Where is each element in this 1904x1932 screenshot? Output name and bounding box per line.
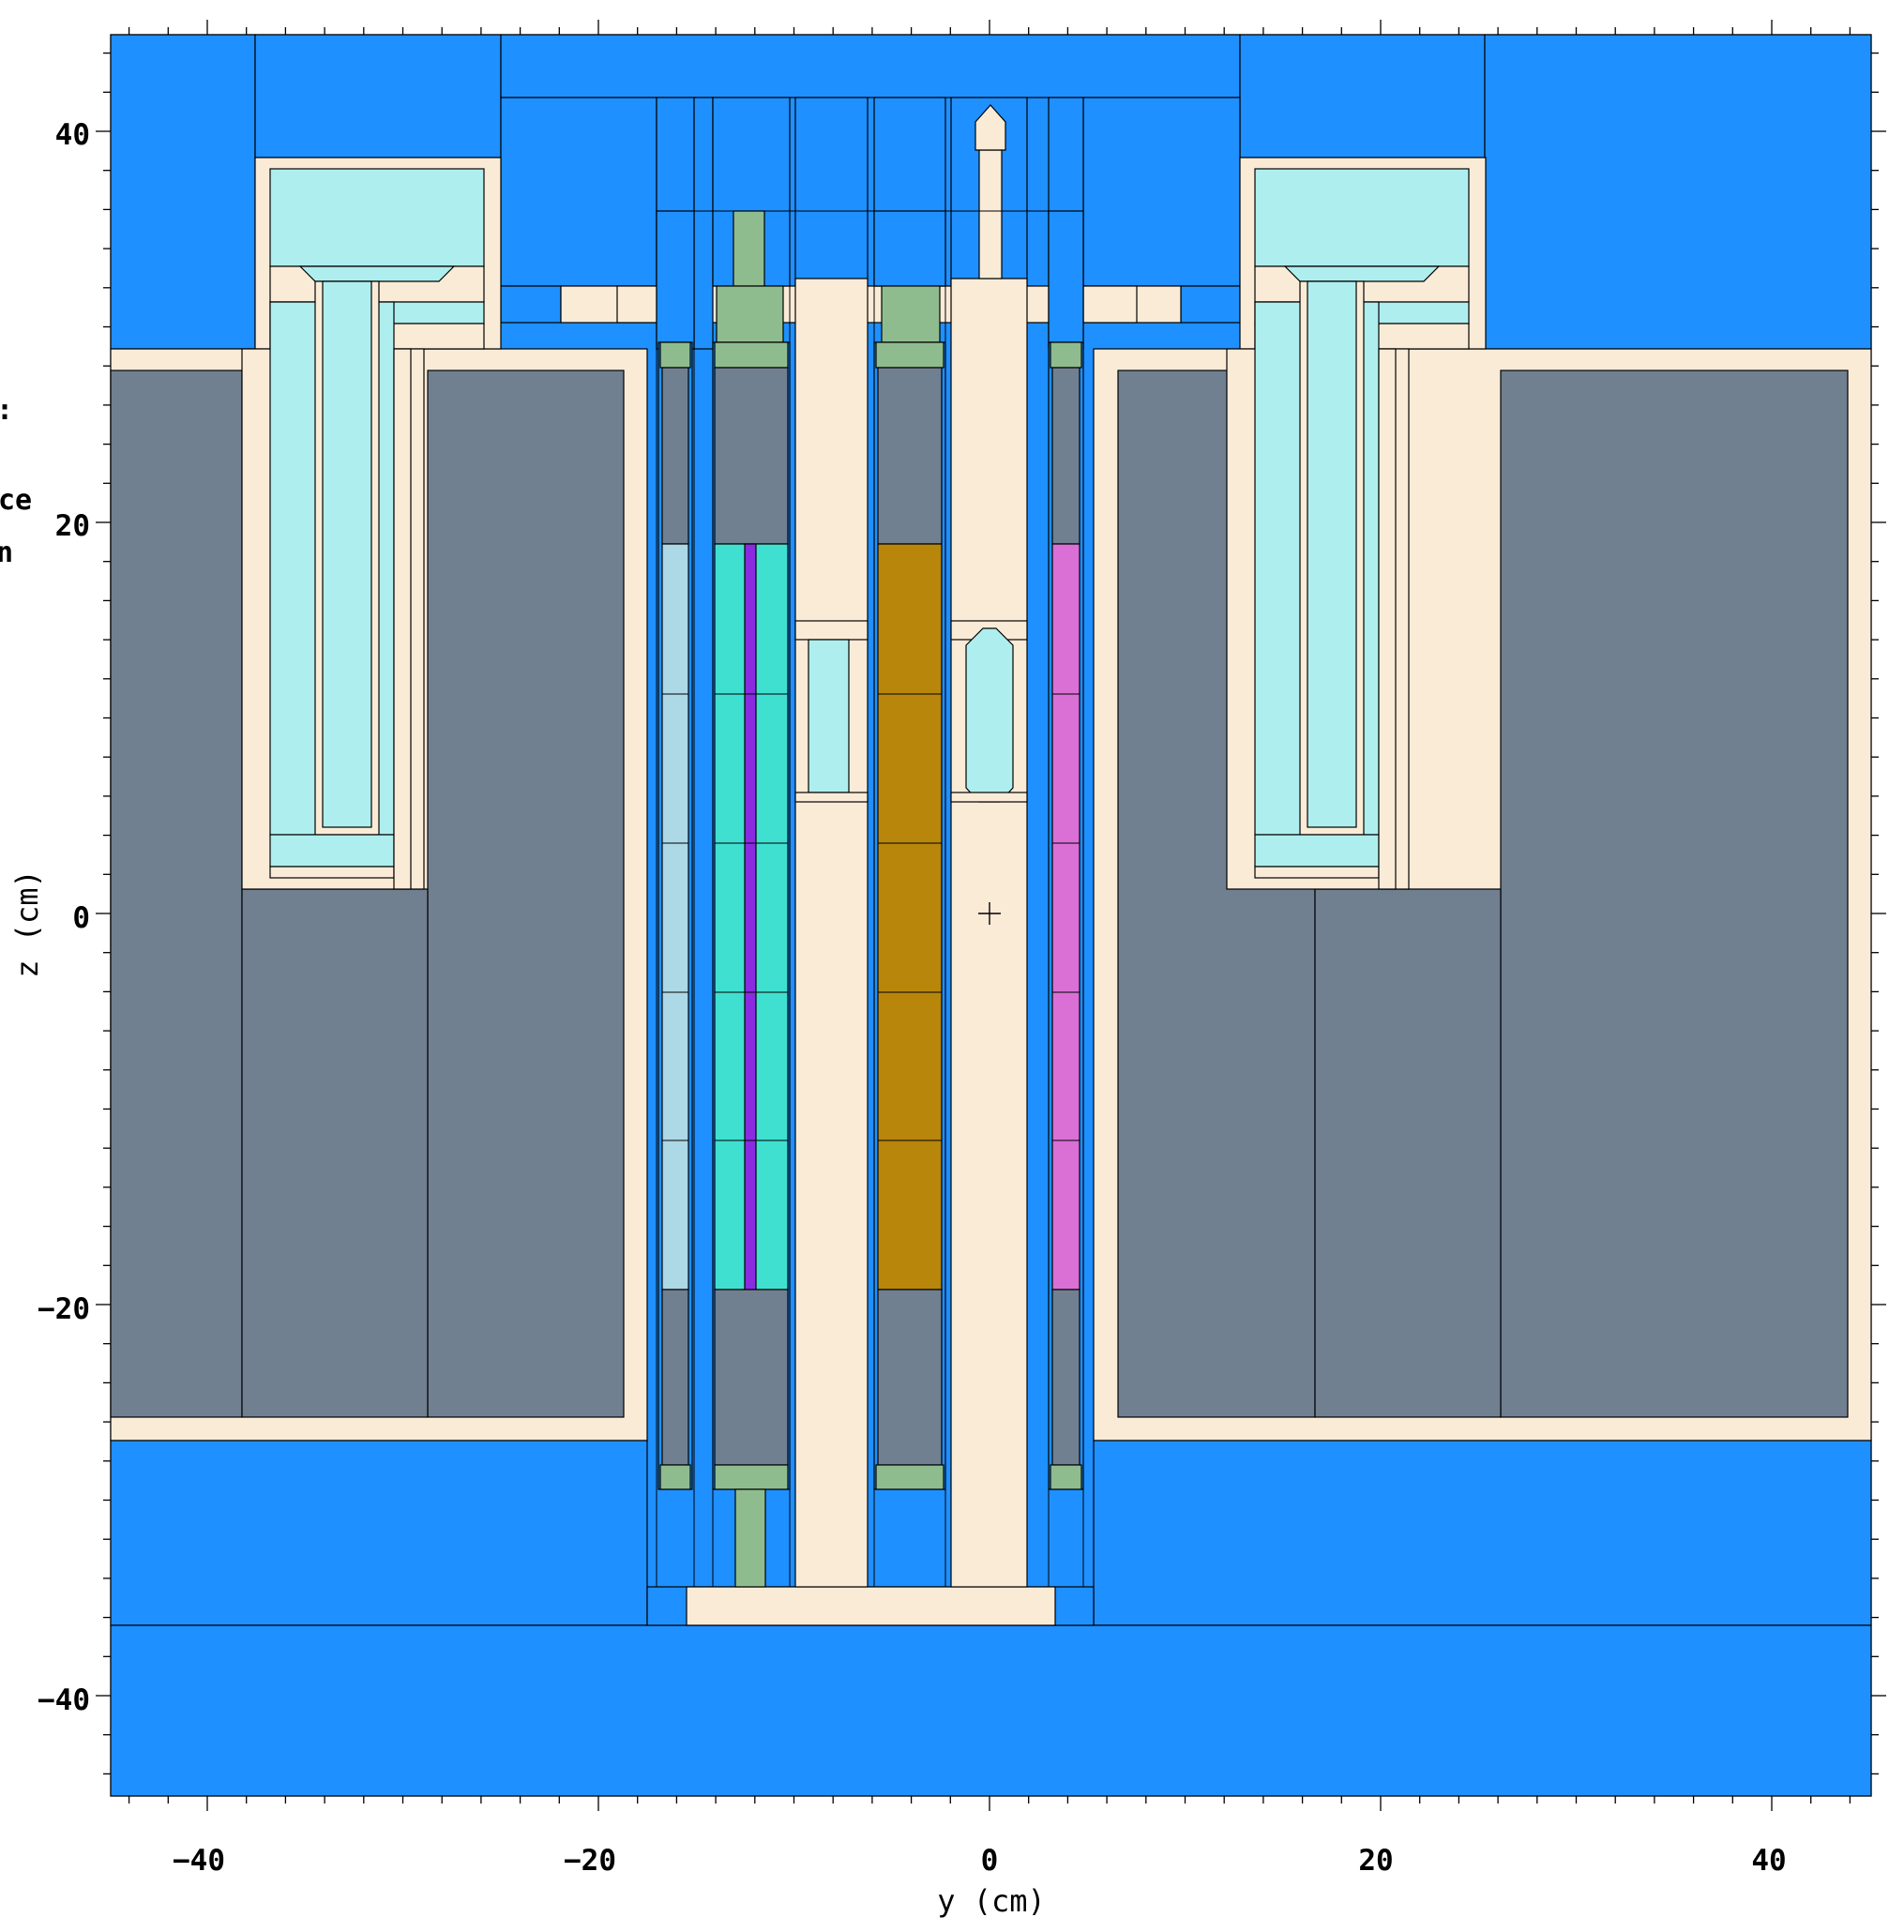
top-water-block [254, 34, 502, 158]
y-tick-label: −20 [38, 1292, 90, 1326]
end-fitting [659, 1464, 691, 1490]
thimble-cap [298, 265, 456, 282]
thimble-shell [1254, 866, 1380, 879]
top-grid-plate [1082, 285, 1138, 324]
lower-water [110, 1440, 648, 1626]
clipped-text-fragment: : [0, 394, 13, 427]
x-tick-label: 20 [1358, 1844, 1393, 1878]
graphite-reflector [110, 370, 243, 1418]
channel-water [656, 210, 695, 350]
end-fitting [714, 341, 789, 369]
x-tick-label: 40 [1751, 1844, 1786, 1878]
top-water-block [500, 97, 657, 287]
thimble-shell [1378, 348, 1397, 890]
end-fitting [1050, 1464, 1082, 1490]
top-water-block [500, 34, 1241, 98]
graphite-reflector [1500, 370, 1849, 1418]
y-tick-label: −40 [38, 1683, 90, 1717]
top-water-block [1180, 285, 1241, 324]
y-tick-label: 20 [55, 509, 90, 543]
end-fitting [875, 341, 944, 369]
upper-end-fitting [881, 285, 941, 343]
element-graphite [661, 367, 689, 545]
thimble-tip [975, 104, 1006, 151]
top-water-block [1239, 34, 1486, 158]
x-tick-label: −40 [173, 1844, 225, 1878]
element-graphite [877, 367, 943, 545]
thimble-cavity [1254, 834, 1380, 868]
graphite-reflector [241, 888, 429, 1418]
y-tick-label: 40 [55, 118, 90, 152]
top-water-block [1082, 97, 1241, 287]
element-graphite [877, 1289, 943, 1466]
support-plate [686, 1586, 1056, 1626]
y-axis-label: z (cm) [9, 869, 45, 978]
thimble-cavity [1254, 168, 1470, 267]
thimble-plug [794, 792, 869, 803]
x-axis-label: y (cm) [937, 1883, 1046, 1919]
element-graphite [714, 1289, 789, 1466]
clipped-text-fragment: ce [0, 484, 33, 517]
thimble-stem [978, 149, 1003, 279]
element-graphite [714, 367, 789, 545]
element-graphite [1051, 1289, 1080, 1466]
x-tick-labels: −40 −20 0 20 40 [173, 1844, 1787, 1878]
end-fitting [1050, 341, 1082, 369]
y-tick-labels: 40 20 0 −20 −40 [38, 118, 90, 1717]
top-water-block [110, 34, 256, 350]
fuel-meat [877, 543, 943, 1291]
central-thimble [794, 278, 869, 1588]
lower-water [1093, 1440, 1872, 1626]
channel-water [873, 210, 946, 287]
end-fitting [659, 341, 691, 369]
central-thimble [950, 278, 1028, 1588]
thimble-plug [794, 620, 869, 641]
bottom-water [110, 1624, 1872, 1797]
thimble-cap [1283, 265, 1441, 282]
thimble-shell [393, 348, 412, 890]
fuel-meat [661, 543, 689, 1291]
thimble-cavity [269, 834, 395, 868]
channel-water [794, 97, 869, 287]
absorber-pin [744, 543, 757, 1291]
clipped-text-fragment: n [0, 536, 14, 569]
lower-end-fitting [734, 1488, 766, 1588]
origin-marker [978, 902, 1001, 925]
axis-ticks [96, 20, 1886, 1811]
geometry-regions [110, 34, 1872, 1797]
control-rod [322, 280, 372, 828]
thimble-void [965, 627, 1014, 803]
thimble-shell [269, 866, 395, 879]
graphite-reflector [427, 370, 625, 1418]
control-rod [1307, 280, 1357, 828]
x-tick-label: −20 [564, 1844, 616, 1878]
element-graphite [661, 1289, 689, 1466]
thimble-cavity [269, 168, 485, 267]
end-fitting [714, 1464, 789, 1490]
x-tick-label: 0 [981, 1844, 999, 1878]
end-fitting [875, 1464, 944, 1490]
channel-water [693, 97, 714, 350]
thimble-void [808, 639, 850, 793]
channel-water [1048, 210, 1084, 350]
fuel-meat [1051, 543, 1080, 1291]
upper-end-fitting [733, 210, 765, 287]
top-water-block [1484, 34, 1872, 350]
y-tick-label: 0 [72, 901, 90, 935]
thimble-plug [950, 792, 1028, 803]
top-water-block [500, 285, 562, 324]
element-graphite [1051, 367, 1080, 545]
upper-end-fitting [716, 285, 784, 343]
graphite-reflector [1314, 888, 1502, 1418]
